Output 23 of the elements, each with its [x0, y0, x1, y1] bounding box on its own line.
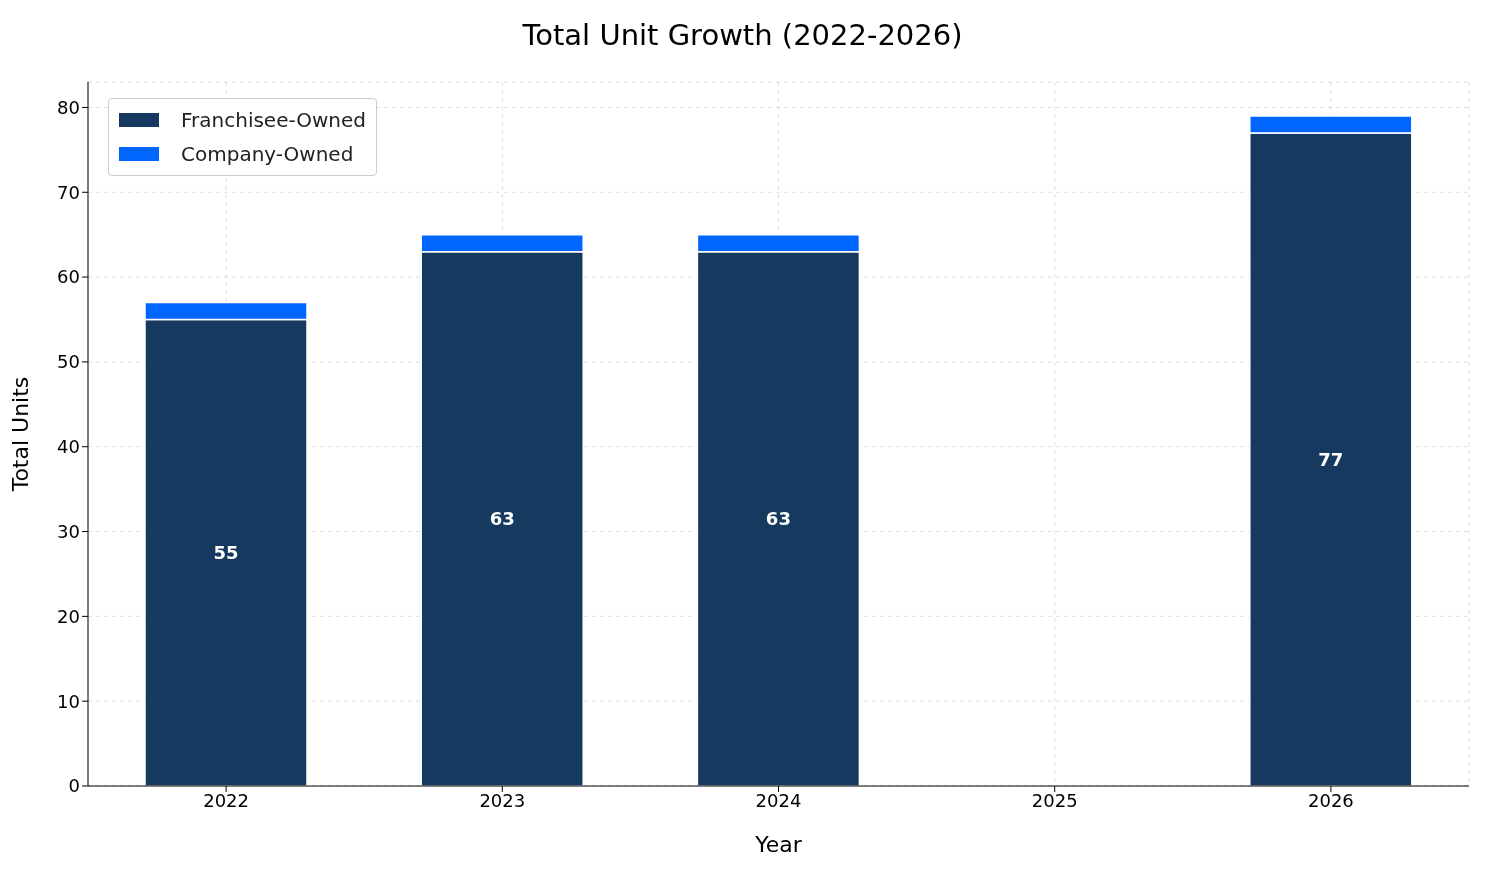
data-label: 55 [213, 542, 239, 564]
x-axis-title: Year [754, 832, 803, 857]
x-tick-label: 2023 [479, 789, 526, 811]
y-tick-label: 40 [57, 436, 80, 458]
data-label: 63 [489, 508, 515, 530]
chart-title: Total Unit Growth (2022-2026) [521, 18, 964, 52]
y-tick-label: 10 [57, 690, 80, 712]
y-tick-label: 50 [57, 351, 80, 373]
data-label: 77 [1318, 448, 1344, 470]
legend-label: Company-Owned [181, 141, 354, 168]
y-tick-label: 70 [57, 181, 80, 203]
y-tick-label: 30 [57, 520, 80, 542]
y-tick-label: 20 [57, 605, 80, 627]
y-tick-label: 0 [68, 775, 80, 797]
y-tick-label: 80 [57, 96, 80, 118]
y-tick-label: 60 [57, 266, 80, 288]
x-tick-label: 2024 [755, 789, 802, 811]
legend-label: Franchisee-Owned [181, 107, 367, 134]
x-tick-label: 2025 [1031, 789, 1078, 811]
y-axis-title: Total Units [7, 376, 33, 493]
data-label: 63 [765, 508, 791, 530]
x-tick-label: 2026 [1307, 789, 1354, 811]
x-tick-label: 2022 [203, 789, 250, 811]
